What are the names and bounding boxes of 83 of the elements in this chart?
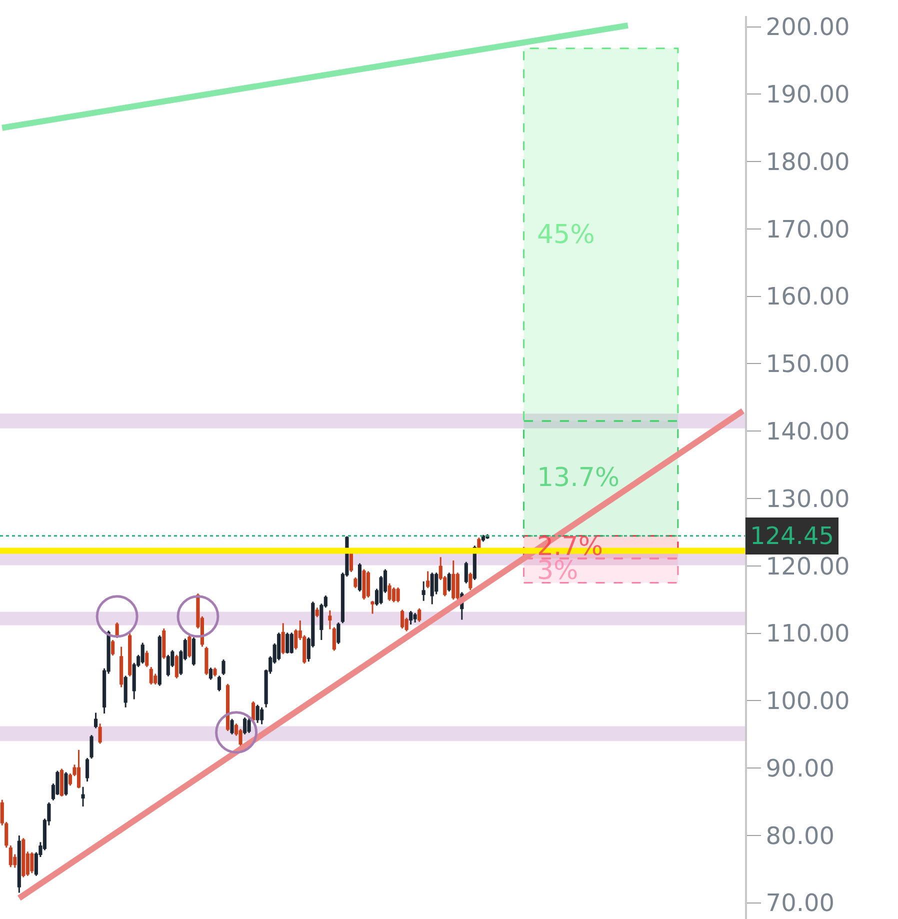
candlestick [162,628,166,660]
candlestick [396,586,400,604]
candlestick [166,654,170,678]
y-tick-label: 120.00 [766,552,850,580]
candlestick [149,666,153,686]
candlestick [422,580,426,602]
candlestick [281,622,285,655]
candlestick [98,722,102,745]
y-tick-label: 200.00 [766,13,850,42]
candlestick [230,718,234,736]
candlestick [332,626,336,652]
candlestick [226,683,230,732]
candlestick [366,570,370,598]
candlestick [452,560,456,600]
y-tick-label: 170.00 [766,215,850,244]
candlestick [124,674,128,708]
candlestick [260,706,264,725]
candlestick [247,717,251,734]
candlestick [468,572,472,591]
candlestick [90,734,94,760]
y-tick-label: 110.00 [766,620,850,648]
candlestick [22,837,26,878]
candlestick [315,606,319,618]
candlestick [358,562,362,592]
y-tick-label: 160.00 [766,282,850,311]
candlestick [174,654,178,680]
candlestick [8,844,12,868]
y-tick-label: 130.00 [766,484,850,513]
candlestick [286,632,290,654]
candlestick [188,634,192,658]
candlestick [277,632,281,661]
candlestick [128,632,132,678]
candlestick [418,608,422,623]
candlestick [213,666,217,678]
y-tick-label: 90.00 [766,754,835,782]
candlestick [388,582,392,602]
candlestick [392,586,396,604]
y-tick-label: 140.00 [766,418,850,446]
candlestick [140,642,144,664]
candlestick [370,600,374,614]
candlestick [120,646,124,688]
candlestick [111,639,115,656]
candlestick [354,576,358,589]
candlestick [464,561,468,584]
y-tick-label: 180.00 [766,148,850,176]
candlestick [256,704,260,724]
y-tick-label: 80.00 [766,822,835,850]
candlestick [336,622,340,645]
candlestick [192,636,196,666]
candlestick [81,786,85,808]
candlestick [413,612,417,624]
candlestick [60,768,64,798]
candlestick [222,658,226,676]
band-label: 45% [537,220,595,250]
y-tick-label: 190.00 [766,80,850,109]
ref-line-label: 124.45 [750,522,834,550]
candlestick [76,749,81,790]
candlestick [208,666,213,681]
candlestick [400,608,404,630]
candlestick [30,852,34,874]
candlestick [64,771,68,796]
candlestick [328,610,332,630]
candlestick [409,610,413,626]
candlestick [85,757,90,782]
candlestick [481,534,485,542]
candlestick [447,572,451,592]
band-label: 13.7% [537,463,620,493]
candlestick [17,834,21,894]
candlestick [426,570,430,589]
candlestick [158,634,162,687]
candlestick [204,646,208,676]
candlestick [242,716,247,736]
candlestick [362,568,366,600]
y-tick-label: 70.00 [766,889,835,918]
candlestick [252,700,256,722]
candlestick [145,650,149,668]
candlestick [217,674,222,692]
candlestick [290,632,294,654]
y-tick-label: 100.00 [766,687,850,716]
band-label: 3% [537,556,578,586]
y-tick-label: 150.00 [766,350,850,378]
candlestick [430,572,434,606]
candlestick [94,712,98,730]
